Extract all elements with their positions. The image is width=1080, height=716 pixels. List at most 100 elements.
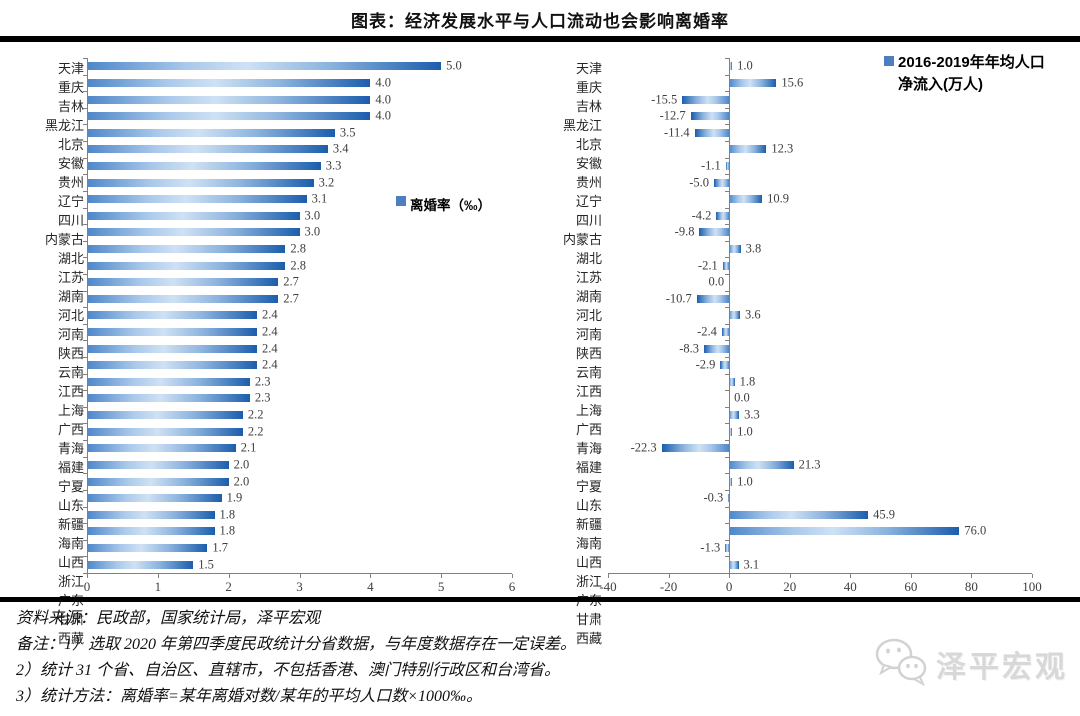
value-label: 12.3 (771, 141, 794, 156)
value-label: 2.2 (247, 407, 264, 422)
bar-row: -2.4 (608, 324, 1032, 341)
category-tick (725, 257, 730, 259)
value-label: 3.8 (745, 241, 762, 256)
value-label: 76.0 (964, 523, 987, 538)
category-label: 湖北 (575, 251, 602, 266)
x-tick (668, 574, 670, 578)
bar-row: -1.3 (608, 540, 1032, 557)
bottom-divider (0, 597, 1080, 602)
category-label: 福建 (57, 460, 84, 475)
category-label: 贵州 (57, 175, 84, 190)
value-label: 3.2 (318, 175, 335, 190)
bar-row: 3.3 (87, 158, 512, 175)
bar-row: 5.0 (87, 58, 512, 75)
bar (87, 278, 279, 287)
category-axis-right: 天津 重庆 吉林 黑龙江 北京 安徽 贵州 辽宁 四川 内蒙古 湖北 江苏 湖南 河北 河南 陕西 云南 江西 上海… (556, 58, 602, 646)
value-label: 21.3 (798, 457, 821, 472)
value-label: -9.8 (674, 224, 695, 239)
category-tick (725, 373, 730, 375)
x-tick (729, 574, 731, 578)
value-label: 2.7 (283, 274, 299, 289)
bar (87, 128, 335, 137)
bar (87, 211, 300, 220)
category-tick (725, 307, 730, 309)
bar (682, 95, 730, 104)
category-label: 安徽 (57, 156, 84, 171)
value-label: 2.7 (283, 291, 299, 306)
x-tick-label: 60 (904, 579, 918, 594)
x-tick (87, 574, 88, 578)
bar (87, 178, 314, 187)
bar-row: 76.0 (608, 523, 1032, 540)
bar (87, 95, 371, 104)
value-label: -5.0 (689, 175, 709, 190)
bar (87, 344, 257, 353)
category-tick (83, 240, 87, 242)
legend-line-1: 2016-2019年年均人口 (898, 54, 1045, 71)
bar-row: 21.3 (608, 457, 1032, 474)
category-label: 甘肃 (57, 612, 84, 627)
legend-divorce-rate: 离婚率（‰） (396, 194, 491, 214)
bar-row: 3.8 (608, 241, 1032, 258)
bar-row: 3.6 (608, 307, 1032, 324)
category-tick (725, 124, 730, 126)
category-tick (83, 107, 87, 109)
bar-row: 1.0 (608, 423, 1032, 440)
value-label: 2.1 (240, 440, 257, 455)
bar (729, 62, 733, 71)
bar (87, 494, 222, 503)
bar-row: 1.7 (87, 540, 512, 557)
category-tick (83, 573, 87, 574)
value-label: 3.0 (304, 208, 321, 223)
category-label: 海南 (575, 536, 602, 551)
category-label: 内蒙古 (562, 232, 602, 247)
x-tick-label: 0 (725, 579, 733, 594)
bar-rows: 5.0 4.0 4.0 4.0 3.5 3.4 3.3 3.2 3.1 3.0 3.0 2.8 2.8 2… (87, 58, 512, 573)
bar-row: 1.5 (87, 556, 512, 573)
category-tick (83, 473, 87, 475)
bar-row: -8.3 (608, 340, 1032, 357)
bar-row: 45.9 (608, 506, 1032, 523)
category-tick (725, 207, 730, 209)
value-label: 3.0 (304, 224, 321, 239)
category-tick (83, 340, 87, 342)
plot-area-right: 1.0 15.6 -15.5 -12.7 -11.4 12.3 -1.1 -5.0 10.9 -4… (608, 58, 1032, 574)
category-label: 甘肃 (575, 612, 602, 627)
category-tick (725, 556, 730, 558)
x-tick-label: 80 (964, 579, 978, 594)
bar-row: 10.9 (608, 191, 1032, 208)
value-label: 1.5 (198, 557, 214, 572)
value-label: 4.0 (375, 75, 391, 90)
x-tick-label: 2 (225, 579, 232, 594)
bar-row: -2.9 (608, 357, 1032, 374)
x-tick-label: 1 (154, 579, 162, 594)
value-label: 1.9 (226, 490, 243, 505)
value-label: 5.0 (446, 58, 462, 73)
category-tick (83, 190, 87, 192)
x-tick (228, 574, 230, 578)
category-label: 山东 (57, 498, 84, 513)
bar-row: 2.4 (87, 357, 512, 374)
category-tick (83, 74, 87, 76)
bar (87, 543, 208, 552)
category-label: 陕西 (57, 346, 84, 361)
value-axis-line (87, 58, 88, 573)
bar (729, 245, 741, 253)
category-label: 辽宁 (575, 194, 602, 209)
value-label: 2.4 (262, 341, 278, 356)
category-tick (725, 74, 730, 76)
value-label: -2.9 (695, 357, 716, 372)
category-tick (725, 58, 730, 59)
bar (87, 411, 243, 420)
category-tick (725, 473, 730, 475)
value-label: 2.2 (247, 424, 264, 439)
value-label: 4.0 (375, 92, 391, 107)
category-tick (725, 290, 730, 292)
category-label: 西藏 (57, 631, 84, 646)
category-label: 辽宁 (57, 194, 84, 209)
bar-row: 2.4 (87, 324, 512, 341)
value-label: -2.4 (697, 324, 717, 339)
category-label: 江苏 (57, 270, 84, 285)
category-label: 陕西 (575, 346, 602, 361)
value-label: 1.8 (739, 374, 756, 389)
